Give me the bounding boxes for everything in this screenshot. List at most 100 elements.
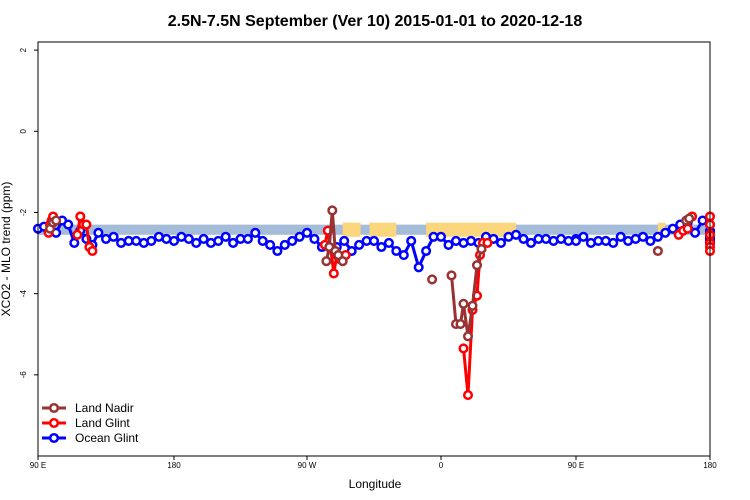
data-point xyxy=(376,241,387,253)
land-strip-segment xyxy=(342,222,361,237)
legend-item: Land Glint xyxy=(42,416,130,430)
y-tick-label: -4 xyxy=(19,290,28,298)
data-point xyxy=(191,237,202,248)
data-point xyxy=(93,227,104,238)
legend-swatch-marker xyxy=(48,402,60,414)
legend-label: Land Glint xyxy=(75,416,130,430)
data-point xyxy=(462,331,474,342)
data-point xyxy=(697,215,708,226)
data-point xyxy=(81,219,92,230)
data-point xyxy=(265,239,276,250)
data-point xyxy=(337,256,348,267)
data-point xyxy=(476,243,487,255)
data-point xyxy=(339,235,350,246)
data-point xyxy=(383,237,394,248)
x-tick-label: 180 xyxy=(703,461,717,470)
data-point xyxy=(458,298,469,309)
x-axis: 90 E 180 90 W 0 90 E 180 xyxy=(30,456,717,470)
data-point xyxy=(525,237,537,248)
data-point xyxy=(495,237,507,248)
data-point xyxy=(279,239,290,250)
data-point xyxy=(228,237,239,248)
data-point xyxy=(684,213,695,224)
data-point xyxy=(446,270,457,281)
data-point xyxy=(72,229,83,240)
data-point xyxy=(51,215,62,226)
data-point xyxy=(421,245,432,257)
plot-frame xyxy=(37,41,711,457)
data-point xyxy=(183,233,194,244)
x-tick-label: 180 xyxy=(167,461,181,470)
y-tick-label: 0 xyxy=(19,129,28,134)
x-tick-label: 90 E xyxy=(30,461,46,470)
land-ocean-strip xyxy=(38,222,710,237)
data-point xyxy=(220,231,231,242)
data-point xyxy=(413,262,424,273)
data-point xyxy=(652,231,663,242)
data-point xyxy=(108,231,119,242)
x-tick-label: 90 E xyxy=(568,461,584,470)
data-point xyxy=(462,390,474,401)
data-point xyxy=(87,245,98,257)
series-ocean-glint xyxy=(32,215,716,273)
data-point xyxy=(168,235,180,246)
chart-title: 2.5N-7.5N September (Ver 10) 2015-01-01 … xyxy=(168,13,583,30)
data-point xyxy=(354,239,365,250)
land-strip-segment xyxy=(369,222,397,237)
data-point xyxy=(69,237,80,248)
data-point xyxy=(467,300,478,311)
y-tick-label: -6 xyxy=(19,371,28,379)
data-point xyxy=(391,245,402,257)
legend-swatch-marker xyxy=(48,417,60,429)
data-point xyxy=(455,319,466,330)
x-axis-label: Longitude xyxy=(349,477,402,491)
data-point xyxy=(482,237,493,248)
y-axis: 2 0 -2 -4 -6 xyxy=(19,47,38,378)
x-tick-label: 0 xyxy=(439,461,444,470)
data-point xyxy=(652,245,663,257)
series-land-nadir xyxy=(45,205,695,342)
data-point xyxy=(146,235,157,246)
data-point xyxy=(660,227,671,238)
data-point xyxy=(257,235,268,246)
legend-swatch-marker xyxy=(48,432,60,444)
y-tick-label: 2 xyxy=(19,47,28,52)
data-point xyxy=(637,231,649,242)
data-point xyxy=(309,233,320,244)
data-point xyxy=(321,256,332,267)
data-point xyxy=(213,235,224,246)
data-point xyxy=(645,235,656,246)
legend-item: Land Nadir xyxy=(42,401,134,415)
x-tick-label: 90 W xyxy=(298,461,317,470)
data-point xyxy=(301,227,313,238)
data-point xyxy=(327,205,338,216)
legend-label: Land Nadir xyxy=(75,401,134,415)
land-strip-segment xyxy=(426,222,516,237)
y-tick-label: -2 xyxy=(19,208,28,216)
data-point xyxy=(667,223,678,234)
data-point xyxy=(242,233,253,244)
data-point xyxy=(63,219,74,230)
data-point xyxy=(272,245,283,257)
data-point xyxy=(578,231,589,242)
data-point xyxy=(435,231,447,242)
legend-item: Ocean Glint xyxy=(42,431,139,445)
data-point xyxy=(75,211,86,222)
data-point xyxy=(406,235,417,246)
data-point xyxy=(427,274,438,285)
data-point xyxy=(682,223,693,234)
y-axis-label: XCO2 - MLO trend (ppm) xyxy=(0,182,13,317)
legend-label: Ocean Glint xyxy=(75,431,139,445)
data-point xyxy=(608,237,619,248)
data-point xyxy=(328,268,339,279)
data-point xyxy=(250,227,261,238)
data-point xyxy=(398,250,409,261)
data-point xyxy=(518,233,529,244)
data-point xyxy=(368,235,380,246)
data-point xyxy=(471,260,483,271)
data-point xyxy=(294,231,305,242)
data-point xyxy=(443,239,454,250)
data-point xyxy=(198,233,209,244)
data-point xyxy=(510,229,522,240)
